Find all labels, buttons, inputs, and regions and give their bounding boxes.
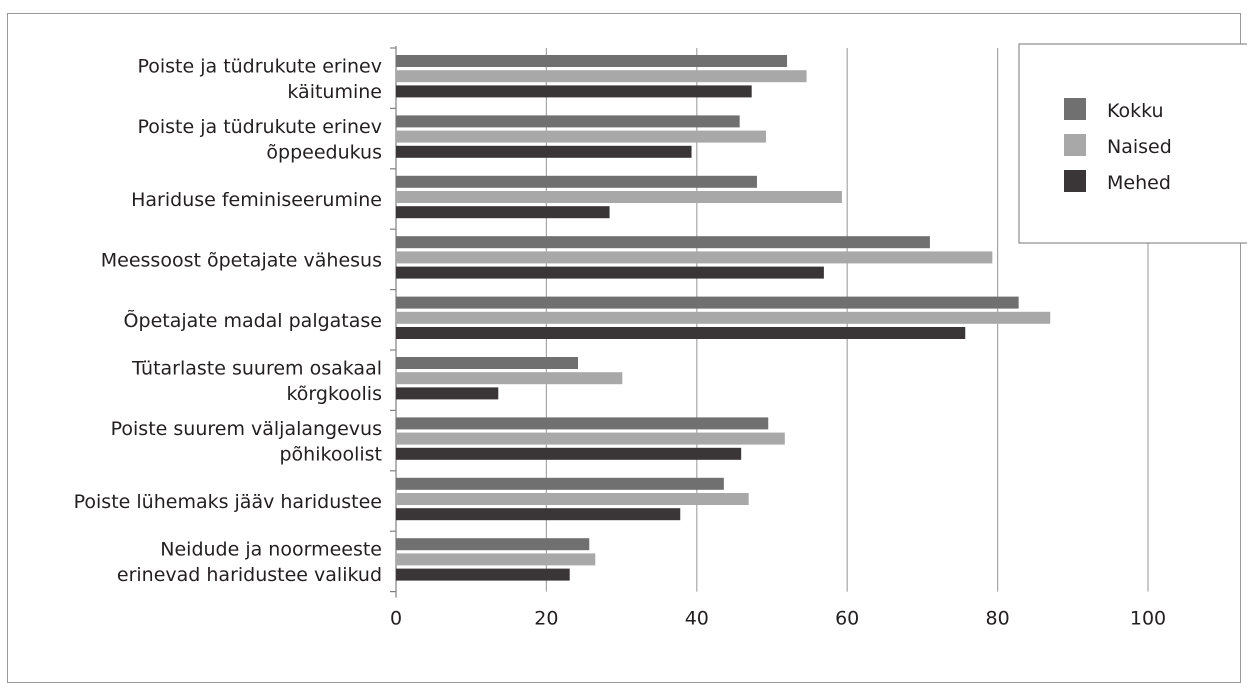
legend-swatch — [1064, 134, 1086, 156]
bar — [396, 417, 769, 430]
bar — [396, 357, 578, 369]
legend-label: Naised — [1107, 136, 1172, 158]
category-label: Hariduse feminiseerumine — [131, 189, 382, 211]
legend-label: Mehed — [1107, 172, 1171, 194]
x-tick-label: 100 — [1130, 608, 1166, 630]
category-label-line: õppeedukus — [266, 141, 382, 163]
bar — [396, 175, 757, 188]
bar — [396, 568, 570, 581]
bar — [396, 327, 966, 339]
bar — [396, 85, 752, 98]
category-label-line: Poiste ja tüdrukute erinev — [137, 55, 382, 77]
category-label: Õpetajate madal palgatase — [124, 309, 382, 332]
bar — [396, 372, 623, 385]
category-label-line: Tütarlaste suurem osakaal — [131, 357, 382, 379]
bar — [396, 553, 596, 566]
category-label: Poiste ja tüdrukute erinev käitumine — [137, 55, 382, 103]
category-label: Neidude ja noormeeste erinevad haridustee… — [117, 539, 382, 587]
bar — [396, 70, 807, 83]
category-label-line: käitumine — [287, 81, 382, 103]
category-label: Poiste suurem väljalangevus põhikoolist — [111, 418, 382, 466]
x-tick-label: 60 — [835, 608, 859, 630]
bar-chart: Poiste ja tüdrukute erinev käituminePoist… — [74, 43, 1247, 630]
legend-swatch — [1064, 98, 1086, 120]
category-label-line: põhikoolist — [280, 443, 383, 465]
category-label-line: Poiste suurem väljalangevus — [111, 418, 382, 440]
legend-swatch — [1064, 170, 1086, 192]
category-label-line: Neidude ja noormeeste — [160, 539, 382, 561]
bar — [396, 432, 785, 445]
bar — [396, 493, 749, 505]
bar — [396, 538, 590, 551]
bar — [396, 477, 724, 490]
category-label-line: Poiste ja tüdrukute erinev — [137, 116, 382, 138]
category-label: Poiste lühemaks jääv haridustee — [74, 491, 382, 513]
bar — [396, 115, 740, 128]
category-label: Tütarlaste suurem osakaal kõrgkoolis — [131, 357, 382, 405]
bar — [396, 206, 610, 219]
x-tick-label: 0 — [390, 608, 402, 630]
category-label: Meessoost õpetajate vähesus — [101, 249, 382, 271]
bar — [396, 387, 499, 400]
x-tick-label: 80 — [986, 608, 1010, 630]
category-label: Poiste ja tüdrukute erinev õppeedukus — [137, 116, 382, 164]
bar — [396, 266, 824, 279]
legend-box — [1018, 43, 1247, 244]
bar — [396, 55, 788, 67]
bar — [396, 130, 766, 143]
category-label-line: Hariduse feminiseerumine — [131, 189, 382, 211]
x-tick-label: 20 — [534, 608, 558, 630]
bar — [396, 236, 930, 249]
category-label-line: erinevad haridustee valikud — [117, 564, 382, 586]
category-label-line: Õpetajate madal palgatase — [124, 309, 382, 332]
bar — [396, 311, 1051, 324]
bar — [396, 508, 681, 521]
bar — [396, 447, 742, 460]
bar — [396, 296, 1019, 309]
category-label-line: kõrgkoolis — [286, 383, 382, 405]
x-tick-label: 40 — [685, 608, 709, 630]
bar — [396, 191, 842, 203]
category-label-line: Poiste lühemaks jääv haridustee — [74, 491, 382, 513]
bar — [396, 251, 993, 264]
legend-label: Kokku — [1107, 100, 1164, 122]
bar — [396, 145, 692, 158]
category-label-line: Meessoost õpetajate vähesus — [101, 249, 382, 271]
